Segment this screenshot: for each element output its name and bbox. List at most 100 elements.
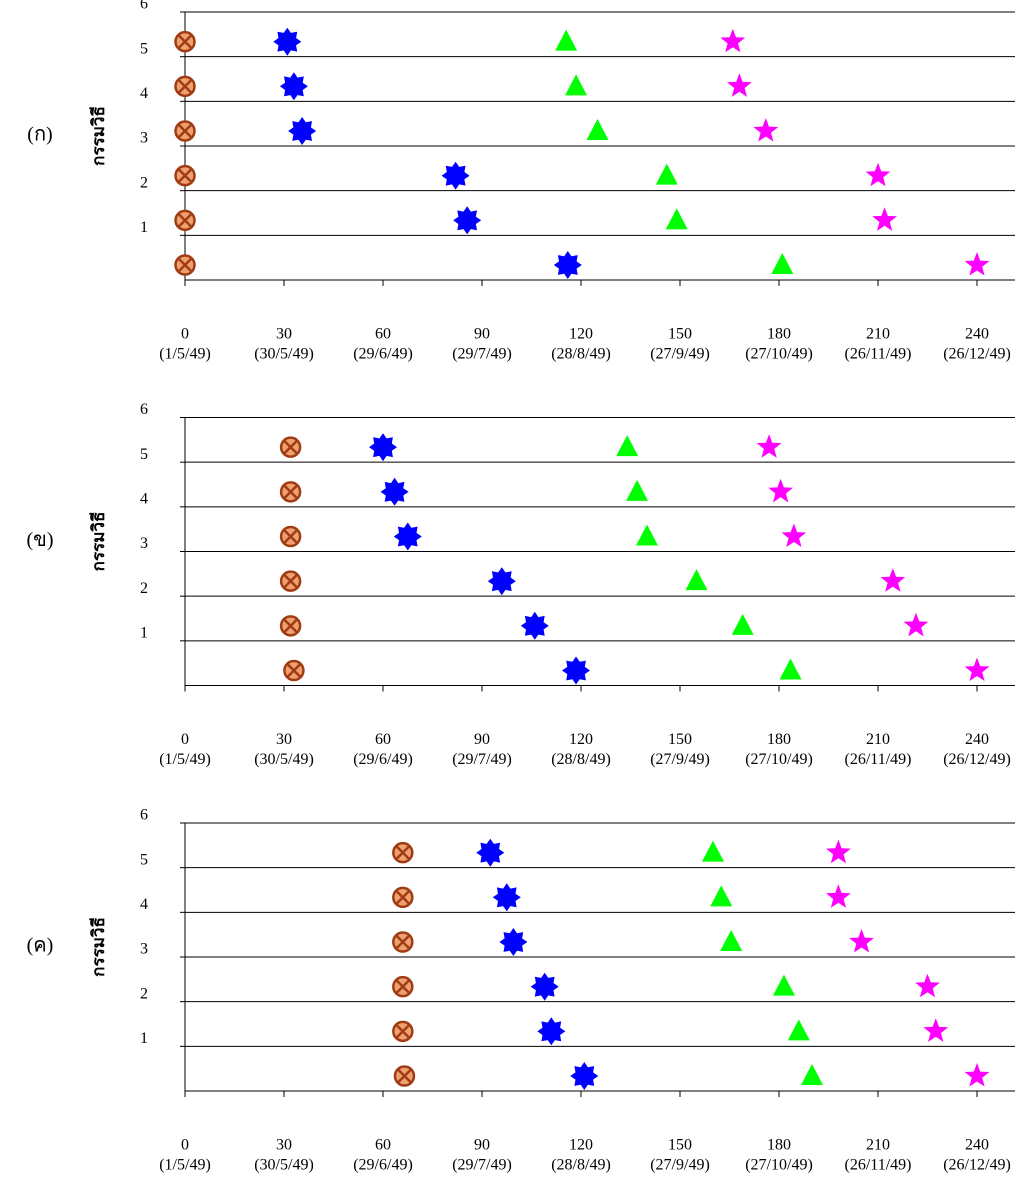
marker-circle-x	[176, 211, 195, 230]
marker-circle-x	[176, 256, 195, 275]
marker-starburst	[488, 567, 516, 595]
marker-circle-x	[176, 166, 195, 185]
x-tick-label: 0	[181, 326, 189, 343]
marker-star	[826, 840, 851, 864]
panel-label: (ก)	[27, 124, 52, 146]
x-tick-label: 0	[181, 1137, 189, 1154]
y-axis-label: กรรมวิธี	[88, 512, 108, 572]
marker-triangle	[686, 569, 708, 590]
marker-star	[872, 207, 897, 231]
marker-triangle	[702, 841, 724, 862]
marker-triangle	[666, 208, 688, 229]
x-tick-label: 240	[965, 326, 989, 343]
x-tick-date: (26/11/49)	[845, 1157, 912, 1174]
marker-triangle	[565, 74, 587, 95]
marker-star	[720, 29, 745, 53]
y-tick-label: 2	[140, 985, 148, 1002]
panel-label: (ข)	[27, 529, 54, 551]
marker-circle-x	[393, 843, 412, 862]
y-tick-label: 4	[140, 896, 148, 913]
marker-triangle	[788, 1019, 810, 1040]
x-tick-date: (29/7/49)	[452, 346, 512, 363]
x-tick-date: (29/7/49)	[452, 751, 512, 768]
marker-starburst	[562, 657, 590, 685]
x-tick-date: (26/12/49)	[943, 1157, 1011, 1174]
marker-circle-x	[281, 616, 300, 635]
x-tick-date: (26/12/49)	[943, 751, 1011, 768]
x-tick-label: 60	[375, 1137, 391, 1154]
x-tick-label: 90	[474, 731, 490, 748]
y-tick-label: 1	[140, 219, 148, 236]
x-tick-label: 240	[965, 1137, 989, 1154]
marker-star	[904, 613, 929, 637]
x-tick-label: 150	[668, 1137, 692, 1154]
x-tick-label: 180	[767, 326, 791, 343]
x-tick-label: 150	[668, 326, 692, 343]
x-tick-date: (30/5/49)	[254, 1157, 314, 1174]
x-tick-label: 210	[866, 326, 890, 343]
y-tick-label: 3	[140, 535, 148, 552]
x-tick-label: 120	[569, 326, 593, 343]
y-tick-label: 1	[140, 625, 148, 642]
marker-starburst	[554, 251, 582, 279]
marker-triangle	[771, 253, 793, 274]
marker-starburst	[453, 206, 481, 234]
x-tick-label: 30	[276, 1137, 292, 1154]
x-tick-label: 180	[767, 1137, 791, 1154]
y-tick-label: 6	[140, 401, 148, 418]
x-tick-label: 30	[276, 326, 292, 343]
x-tick-date: (26/12/49)	[943, 346, 1011, 363]
marker-star	[782, 524, 807, 548]
marker-circle-x	[395, 1067, 414, 1086]
marker-triangle	[616, 435, 638, 456]
x-tick-label: 210	[866, 1137, 890, 1154]
marker-star	[849, 929, 874, 953]
y-tick-label: 4	[140, 491, 148, 508]
x-tick-date: (27/9/49)	[650, 751, 710, 768]
y-tick-label: 3	[140, 130, 148, 147]
marker-circle-x	[393, 1022, 412, 1041]
marker-starburst	[476, 839, 504, 867]
marker-triangle	[555, 30, 577, 51]
y-tick-label: 5	[140, 446, 148, 463]
y-tick-label: 2	[140, 174, 148, 191]
x-tick-label: 60	[375, 731, 391, 748]
marker-star	[881, 568, 906, 592]
marker-starburst	[493, 883, 521, 911]
y-tick-label: 1	[140, 1030, 148, 1047]
marker-star	[915, 974, 940, 998]
marker-starburst	[499, 928, 527, 956]
x-tick-date: (27/9/49)	[650, 346, 710, 363]
x-tick-date: (1/5/49)	[159, 751, 211, 768]
marker-triangle	[732, 614, 754, 635]
marker-circle-x	[176, 77, 195, 96]
y-tick-label: 6	[140, 0, 148, 13]
marker-triangle	[656, 164, 678, 185]
x-tick-label: 180	[767, 731, 791, 748]
marker-circle-x	[284, 661, 303, 680]
x-tick-date: (27/9/49)	[650, 1157, 710, 1174]
marker-starburst	[369, 433, 397, 461]
marker-star	[826, 884, 851, 908]
x-tick-label: 150	[668, 731, 692, 748]
y-axis-label: กรรมวิธี	[88, 917, 108, 977]
x-tick-date: (27/10/49)	[745, 751, 813, 768]
x-tick-date: (26/11/49)	[845, 751, 912, 768]
marker-starburst	[288, 117, 316, 145]
marker-circle-x	[176, 32, 195, 51]
x-tick-label: 0	[181, 731, 189, 748]
x-tick-label: 90	[474, 326, 490, 343]
marker-star	[753, 118, 778, 142]
y-tick-label: 5	[140, 851, 148, 868]
marker-triangle	[626, 480, 648, 501]
marker-triangle	[773, 975, 795, 996]
marker-triangle	[710, 885, 732, 906]
x-tick-date: (29/7/49)	[452, 1157, 512, 1174]
marker-circle-x	[281, 572, 300, 591]
x-tick-date: (1/5/49)	[159, 1157, 211, 1174]
marker-triangle	[720, 930, 742, 951]
x-tick-date: (28/8/49)	[551, 1157, 611, 1174]
marker-starburst	[273, 28, 301, 56]
x-tick-label: 60	[375, 326, 391, 343]
marker-star	[757, 434, 782, 458]
